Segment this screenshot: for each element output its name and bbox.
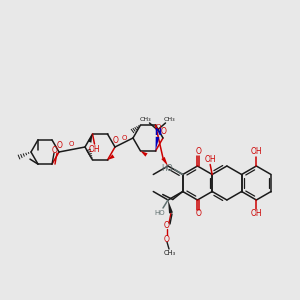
Text: O: O <box>68 142 74 148</box>
Polygon shape <box>107 154 115 160</box>
Text: O: O <box>196 148 201 157</box>
Text: O: O <box>196 209 201 218</box>
Text: OH: OH <box>250 209 262 218</box>
Polygon shape <box>155 137 159 151</box>
Text: CH₃: CH₃ <box>164 118 175 122</box>
Text: O: O <box>156 124 161 130</box>
Text: OH: OH <box>250 148 262 157</box>
Text: HO: HO <box>155 210 165 216</box>
Text: O: O <box>112 136 118 145</box>
Text: O: O <box>121 134 127 140</box>
Polygon shape <box>161 157 168 166</box>
Text: N: N <box>154 128 161 137</box>
Text: OH: OH <box>89 145 100 154</box>
Text: OH: OH <box>204 155 216 164</box>
Polygon shape <box>140 151 148 157</box>
Text: CH₃: CH₃ <box>140 118 151 122</box>
Text: O: O <box>52 146 58 154</box>
Polygon shape <box>168 200 173 213</box>
Text: CH₃: CH₃ <box>164 250 176 256</box>
Text: O: O <box>160 127 166 136</box>
Text: O: O <box>57 141 62 150</box>
Polygon shape <box>88 134 92 143</box>
Text: O: O <box>164 235 170 244</box>
Text: O: O <box>164 221 170 230</box>
Text: HO: HO <box>161 164 172 173</box>
